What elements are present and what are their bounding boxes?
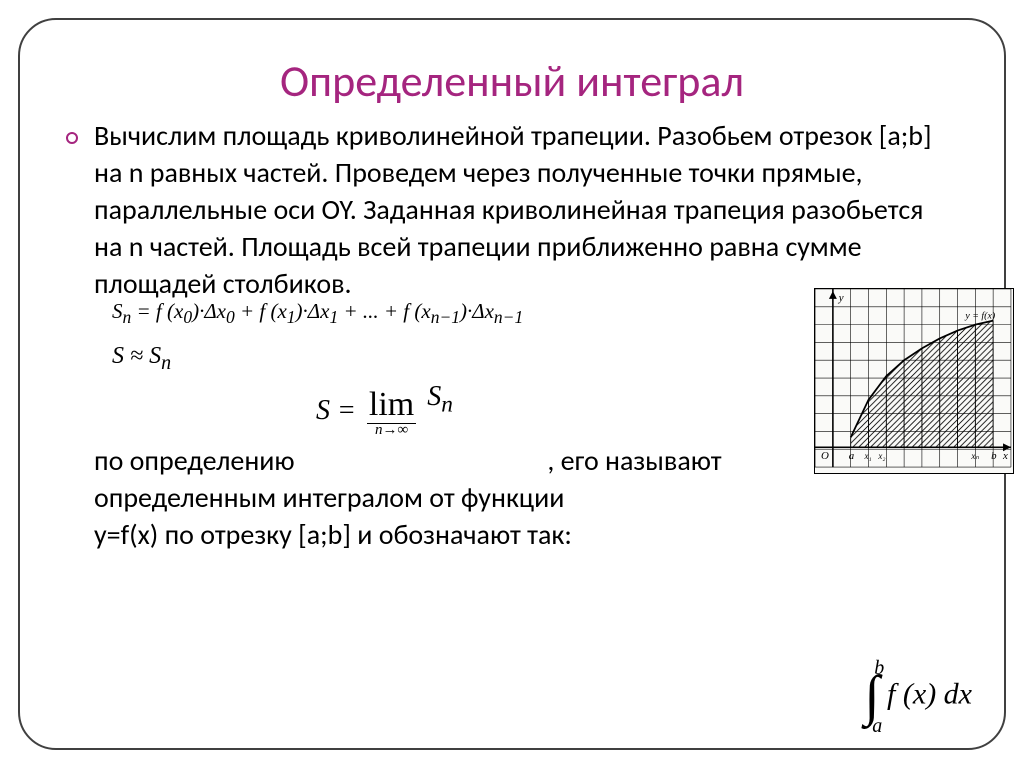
tail-line-3: y=f(x) по отрезку [a;b] и обозначают так… xyxy=(94,517,572,552)
svg-text:a: a xyxy=(849,450,855,462)
page-title: Определенный интеграл xyxy=(66,54,958,108)
riemann-graph-svg: y y = f(x) Oa x₁ x₂ xₙ bx xyxy=(815,289,1013,473)
formula-approx: S ≈ Sn xyxy=(112,343,171,375)
formula-sum: Sn = f (x0)·Δx0 + f (x1)·Δx1 + ... + f (… xyxy=(112,299,523,328)
limit-rhs: Sn xyxy=(427,381,453,412)
svg-text:y = f(x): y = f(x) xyxy=(964,311,995,322)
svg-text:O: O xyxy=(821,450,829,462)
svg-text:b: b xyxy=(991,450,997,462)
svg-text:y: y xyxy=(838,292,844,304)
integral-notation: b ∫ f (x) dx a xyxy=(864,677,972,716)
integral-integrand: f (x) dx xyxy=(887,677,972,710)
limit-operator: lim xyxy=(367,386,416,424)
bullet-icon xyxy=(66,132,78,144)
svg-text:x₂: x₂ xyxy=(877,451,885,461)
integral-sign-icon: ∫ xyxy=(864,677,879,716)
tail-line-2: определенным интегралом от функции xyxy=(94,480,564,515)
svg-text:x: x xyxy=(1002,450,1008,462)
body-paragraph: Вычислим площадь криволинейной трапеции.… xyxy=(94,118,958,303)
limit-subscript: n→∞ xyxy=(367,422,416,439)
bullet-block: Вычислим площадь криволинейной трапеции.… xyxy=(66,118,958,303)
formula-limit: S = lim n→∞ Sn xyxy=(316,381,453,439)
limit-lhs: S = xyxy=(316,395,356,426)
svg-text:x₁: x₁ xyxy=(864,451,872,461)
svg-text:xₙ: xₙ xyxy=(970,451,979,461)
riemann-graph-figure: y y = f(x) Oa x₁ x₂ xₙ bx xyxy=(814,288,1014,474)
slide-frame: Определенный интеграл Вычислим площадь к… xyxy=(18,18,1006,750)
integral-lower-bound: a xyxy=(872,715,882,738)
integral-upper-bound: b xyxy=(874,657,884,680)
